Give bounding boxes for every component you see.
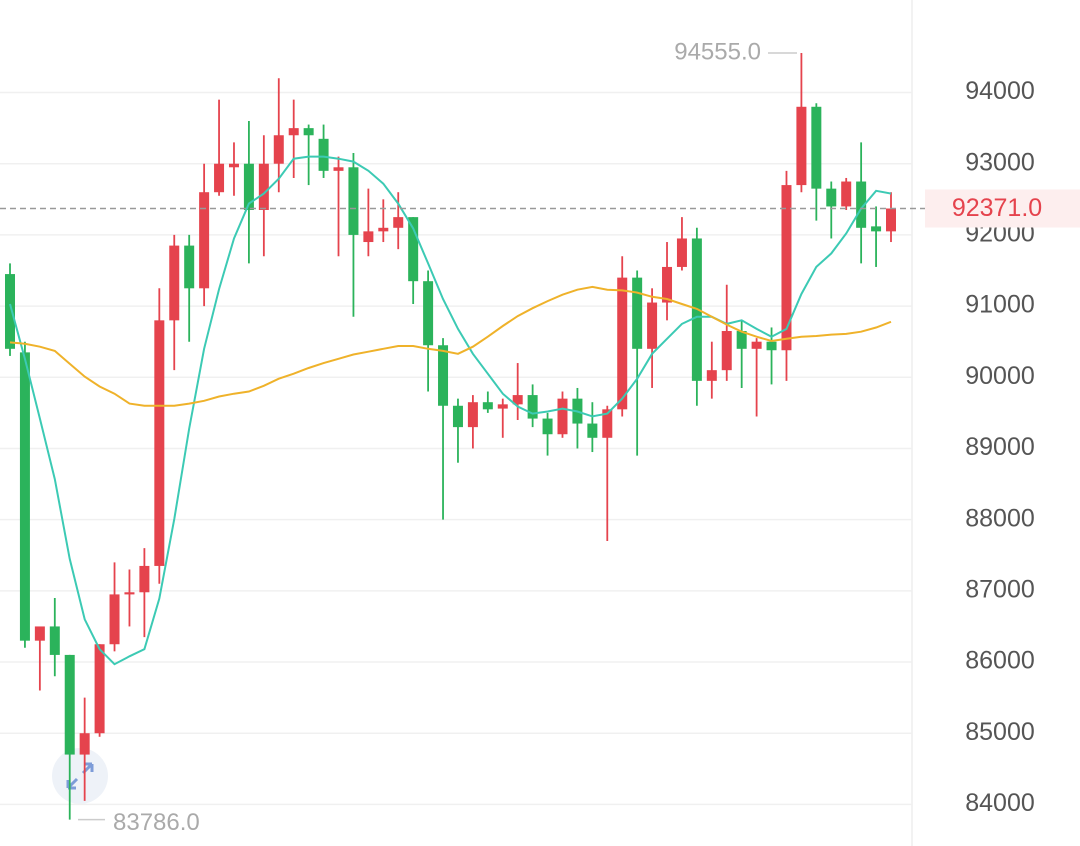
- candle-body: [318, 138, 329, 171]
- candle-body: [258, 163, 269, 210]
- candle-body: [871, 226, 882, 232]
- candle-body: [662, 266, 673, 303]
- candle-body: [49, 626, 60, 655]
- expand-icon[interactable]: [52, 748, 108, 804]
- candle-body: [333, 167, 344, 171]
- candle-body: [348, 167, 359, 235]
- candle-body: [94, 644, 105, 734]
- candle-body: [393, 217, 404, 228]
- candle-body: [154, 320, 165, 566]
- candle-body: [617, 277, 628, 410]
- y-tick-label: 93000: [965, 148, 1035, 176]
- candle-body: [841, 181, 852, 207]
- candle-body: [19, 352, 30, 641]
- candle-body: [886, 208, 896, 232]
- candle-body: [199, 192, 210, 289]
- grid: [0, 91, 912, 806]
- candle-body: [721, 331, 732, 371]
- candle-body: [706, 370, 717, 381]
- candle-body: [811, 106, 822, 189]
- icon-arrows: [66, 762, 94, 790]
- ma-line: [9, 155, 892, 666]
- candle-body: [527, 395, 538, 419]
- candle-body: [288, 128, 299, 136]
- candle-body: [751, 341, 762, 349]
- low-label: 83786.0: [113, 809, 200, 836]
- candle-body: [34, 626, 45, 641]
- candle-body: [438, 345, 449, 406]
- candle-body: [497, 404, 508, 409]
- y-tick-label: 86000: [965, 647, 1035, 675]
- ma-line: [9, 285, 892, 407]
- candle-body: [408, 217, 419, 282]
- candle-body: [826, 188, 837, 207]
- candle-body: [452, 405, 463, 428]
- y-tick-label: 87000: [965, 575, 1035, 603]
- candle-body: [243, 163, 254, 210]
- candle-body: [169, 245, 180, 321]
- candle-body: [303, 128, 314, 136]
- candle-body: [423, 281, 434, 346]
- candle-body: [79, 733, 90, 755]
- candle-body: [184, 245, 195, 289]
- candle-body: [467, 402, 478, 428]
- candle-body: [124, 592, 135, 595]
- candle-body: [5, 274, 15, 349]
- candle-body: [273, 135, 284, 164]
- candle-body: [632, 277, 643, 349]
- y-tick-label: 85000: [965, 718, 1035, 746]
- candle-body: [214, 163, 225, 193]
- candle-body: [781, 185, 792, 351]
- y-tick-label: 89000: [965, 433, 1035, 461]
- candle-body: [64, 654, 75, 755]
- candle-body: [676, 238, 687, 267]
- candle-body: [766, 341, 777, 351]
- candle-body: [482, 402, 493, 410]
- candle-body: [557, 398, 568, 435]
- y-tick-label: 88000: [965, 504, 1035, 532]
- candle-body: [736, 331, 747, 349]
- candle-body: [647, 302, 658, 349]
- candle-body: [139, 565, 150, 593]
- y-tick-label: 91000: [965, 291, 1035, 319]
- candle-body: [512, 395, 523, 405]
- high-label: 94555.0: [674, 38, 761, 65]
- candle-body: [602, 409, 613, 438]
- icon-bg: [52, 748, 108, 804]
- candle-body: [796, 106, 807, 186]
- candle-body: [542, 418, 553, 435]
- candle-body: [228, 163, 239, 168]
- y-tick-label: 90000: [965, 362, 1035, 390]
- y-tick-label: 94000: [965, 77, 1035, 105]
- last-price-label: 92371.0: [952, 194, 1042, 222]
- candle-body: [856, 181, 867, 228]
- candle-body: [378, 227, 389, 232]
- y-tick-label: 84000: [965, 789, 1035, 817]
- last-price-box: [925, 189, 1080, 228]
- candle-body: [363, 231, 374, 243]
- candle-body: [109, 594, 120, 645]
- candle-body: [587, 423, 598, 438]
